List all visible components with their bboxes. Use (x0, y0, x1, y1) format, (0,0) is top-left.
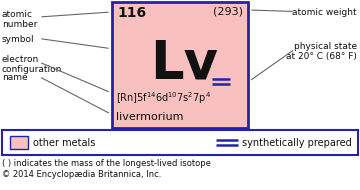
Bar (2, 130, 358, 155)
Text: ( ) indicates the mass of the longest-lived isotope: ( ) indicates the mass of the longest-li… (2, 159, 211, 168)
Text: synthetically prepared: synthetically prepared (242, 138, 352, 147)
Text: atomic
number: atomic number (2, 10, 37, 29)
Text: atomic weight: atomic weight (292, 8, 357, 17)
Text: physical state
at 20° C (68° F): physical state at 20° C (68° F) (286, 42, 357, 61)
Text: electron
configuration: electron configuration (2, 55, 62, 74)
Text: $\rm{[Rn]5}f^{14}\rm{6}d^{10}\rm{7}s^{2}\rm{7}p^{4}$: $\rm{[Rn]5}f^{14}\rm{6}d^{10}\rm{7}s^{2}… (116, 90, 211, 106)
Text: name: name (2, 73, 28, 82)
Text: symbol: symbol (2, 35, 35, 44)
Text: Lv: Lv (150, 37, 218, 89)
Text: (293): (293) (213, 6, 243, 16)
Bar (112, 2, 248, 128)
Text: livermorium: livermorium (116, 112, 184, 122)
Text: © 2014 Encyclopædia Britannica, Inc.: © 2014 Encyclopædia Britannica, Inc. (2, 170, 161, 179)
Text: 116: 116 (117, 6, 146, 20)
Text: other metals: other metals (33, 138, 95, 147)
Bar (10, 135, 28, 149)
